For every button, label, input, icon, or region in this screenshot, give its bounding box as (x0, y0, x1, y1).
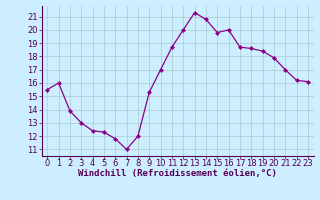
X-axis label: Windchill (Refroidissement éolien,°C): Windchill (Refroidissement éolien,°C) (78, 169, 277, 178)
